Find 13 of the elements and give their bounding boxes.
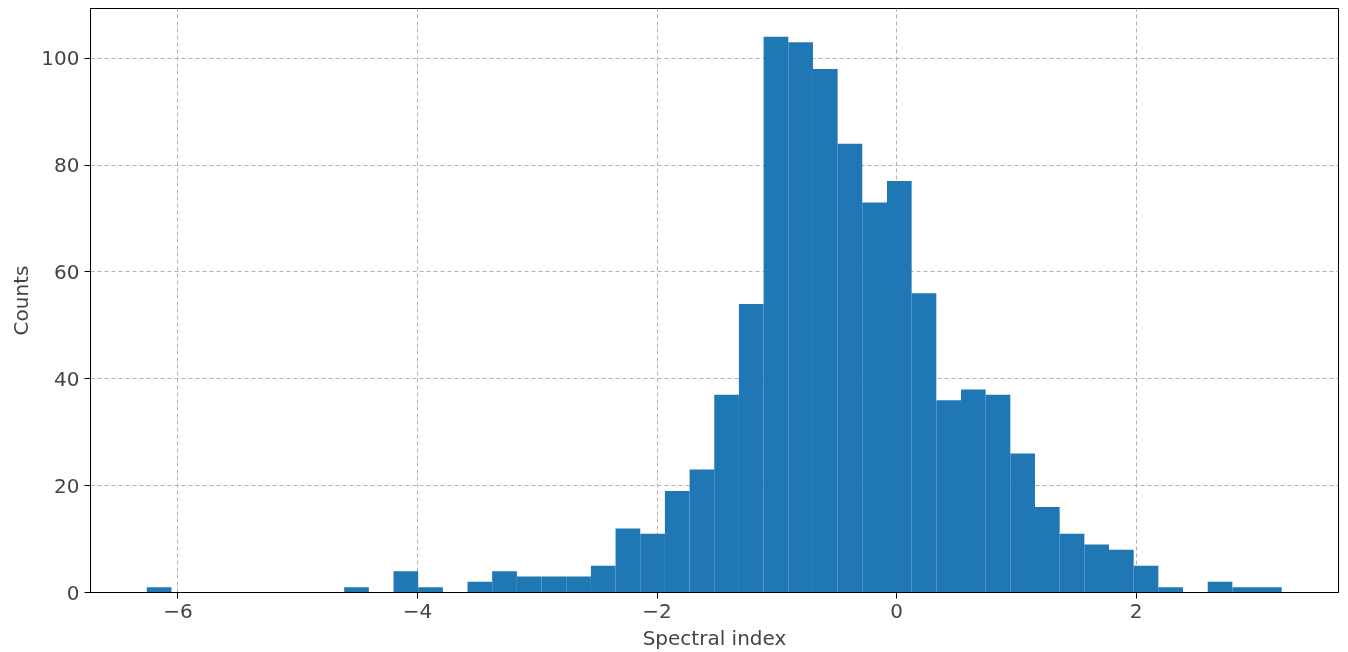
- y-tick-label: 80: [54, 153, 80, 178]
- x-tick-label: −6: [163, 598, 193, 623]
- y-axis-title: Counts: [9, 265, 34, 336]
- x-axis-title: Spectral index: [642, 625, 787, 650]
- y-tick-label: 100: [41, 46, 80, 71]
- y-tick-label: 40: [54, 366, 80, 391]
- x-tick-label: 0: [890, 598, 903, 623]
- y-tick-label: 20: [54, 473, 80, 498]
- x-tick-label: −2: [642, 598, 672, 623]
- x-tick-label: 2: [1129, 598, 1143, 623]
- y-tick-label: 0: [66, 580, 80, 605]
- y-tick-label: 60: [54, 259, 80, 284]
- x-tick-label: −4: [402, 598, 433, 623]
